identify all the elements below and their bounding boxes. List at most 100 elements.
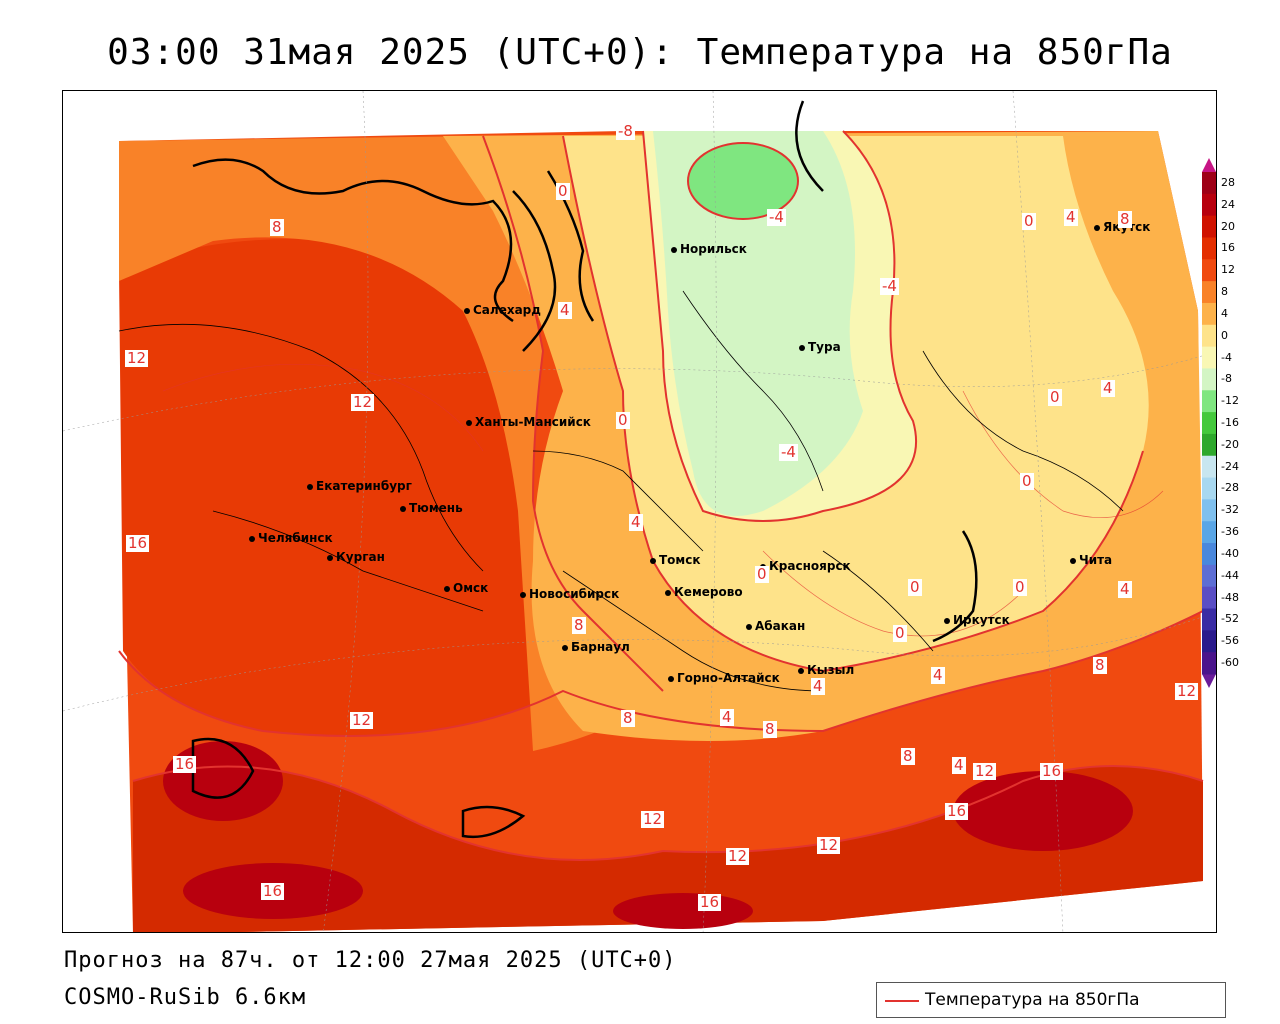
contour-label: 12: [726, 847, 750, 865]
contour-label: 4: [558, 301, 572, 319]
colorbar-tick-label: 12: [1221, 263, 1235, 277]
colorbar-tick-label: -40: [1221, 546, 1239, 560]
contour-label: 12: [1175, 682, 1199, 700]
colorbar-tick-label: -24: [1221, 459, 1239, 473]
map-title: 03:00 31мая 2025 (UTC+0): Температура на…: [107, 32, 1173, 73]
colorbar-step: [1202, 477, 1216, 500]
city-salekhard: Салехард: [464, 303, 541, 317]
colorbar-tick-label: 4: [1221, 306, 1228, 320]
hot-spot-3: [953, 771, 1133, 851]
map-legend: Температура на 850гПа: [876, 982, 1226, 1018]
contour-label: 8: [1093, 656, 1107, 674]
city-tura: Тура: [799, 340, 841, 354]
city-yekaterinburg: Екатеринбург: [307, 479, 412, 493]
city-tomsk: Томск: [650, 553, 701, 567]
colorbar-step: [1202, 586, 1216, 610]
contour-label: 0: [556, 182, 570, 200]
contour-label: -4: [880, 277, 899, 295]
model-info: COSMO-RuSib 6.6км: [64, 985, 307, 1010]
contour-label: 16: [945, 802, 969, 820]
contour-label: -8: [616, 122, 635, 140]
city-kemerovo: Кемерово: [665, 585, 743, 599]
city-kurgan: Курган: [327, 550, 385, 564]
city-kyzyl: Кызыл: [797, 663, 855, 677]
colorbar-step: [1202, 215, 1216, 238]
colorbar-step: [1202, 390, 1216, 413]
zone-8-12: [119, 136, 663, 751]
contour-label: 0: [1048, 388, 1062, 406]
colorbar-tick-label: -52: [1221, 612, 1239, 626]
contour-label: 4: [952, 756, 966, 774]
colorbar-tick-label: 16: [1221, 241, 1235, 255]
colorbar-step: [1202, 608, 1216, 631]
colorbar-step: [1202, 259, 1216, 282]
contour-label: -4: [767, 208, 786, 226]
contour-label: 16: [126, 534, 150, 552]
temperature-field: [63, 91, 1216, 932]
colorbar-tick-label: -28: [1221, 481, 1239, 495]
contour-label: 4: [1101, 379, 1115, 397]
colorbar-step: [1202, 324, 1216, 348]
colorbar-step: [1202, 412, 1216, 435]
colorbar-tick-label: 28: [1221, 175, 1235, 189]
colorbar-step: [1202, 172, 1216, 195]
colorbar-tick-label: -56: [1221, 634, 1239, 648]
map-area[interactable]: Норильск Якутск Салехард Тура Ханты-Манс…: [62, 90, 1217, 933]
contour-label: -4: [779, 443, 798, 461]
legend-label: Температура на 850гПа: [925, 990, 1140, 1010]
contour-label: 8: [621, 709, 635, 727]
contour-label: 4: [1118, 580, 1132, 598]
contour-label: 12: [973, 762, 997, 780]
colorbar-step: [1202, 521, 1216, 544]
contour-label: 12: [817, 836, 841, 854]
colorbar-step: [1202, 630, 1216, 653]
city-chita: Чита: [1069, 553, 1113, 567]
colorbar-tick-label: -8: [1221, 372, 1232, 386]
cold-core: [688, 143, 798, 219]
city-khanty-mansiysk: Ханты-Мансийск: [466, 415, 591, 429]
city-irkutsk: Иркутск: [944, 613, 1010, 627]
city-norilsk: Норильск: [671, 242, 747, 256]
colorbar-tick-label: -36: [1221, 525, 1239, 539]
city-omsk: Омск: [443, 581, 489, 595]
city-krasnoyarsk: Красноярск: [760, 559, 851, 573]
contour-label: 12: [351, 393, 375, 411]
contour-label: 16: [261, 882, 285, 900]
contour-label: 8: [270, 218, 284, 236]
city-novosibirsk: Новосибирск: [519, 587, 620, 601]
contour-label: 0: [1020, 472, 1034, 490]
colorbar-tick-label: -60: [1221, 656, 1239, 670]
cold-zone: [653, 131, 863, 516]
colorbar-step: [1202, 368, 1216, 391]
contour-label: 0: [755, 565, 769, 583]
colorbar-step: [1202, 543, 1216, 566]
colorbar-tick-label: -16: [1221, 416, 1239, 429]
hot-spot-4: [613, 893, 753, 929]
colorbar-tick-label: -20: [1221, 437, 1239, 451]
warm-zone-south: [133, 766, 1203, 932]
colorbar: [1202, 158, 1216, 688]
contour-label: 0: [1013, 578, 1027, 596]
contour-label: 8: [901, 747, 915, 765]
contour-label: 4: [629, 513, 643, 531]
contour-label: 16: [173, 755, 197, 773]
city-barnaul: Барнаул: [562, 640, 630, 654]
contour-label: 12: [350, 711, 374, 729]
colorbar-step: [1202, 193, 1216, 217]
colorbar-tick-label: 8: [1221, 285, 1228, 299]
contour-label: 8: [572, 616, 586, 634]
contour-label: 0: [893, 624, 907, 642]
colorbar-tick-label: -4: [1221, 350, 1232, 364]
contour-label: 12: [641, 810, 665, 828]
legend-line-swatch: [885, 1000, 919, 1002]
hot-spot-1: [163, 741, 283, 821]
colorbar-step: [1202, 281, 1216, 304]
contour-label: 12: [125, 349, 149, 367]
colorbar-tick-label: 20: [1221, 219, 1235, 233]
forecast-info: Прогноз на 87ч. от 12:00 27мая 2025 (UTC…: [64, 948, 677, 973]
city-abakan: Абакан: [745, 619, 806, 633]
colorbar-step: [1202, 652, 1216, 675]
city-tyumen: Тюмень: [400, 501, 463, 515]
contour-label: 16: [1040, 762, 1064, 780]
colorbar-tick-label: 0: [1221, 328, 1228, 342]
